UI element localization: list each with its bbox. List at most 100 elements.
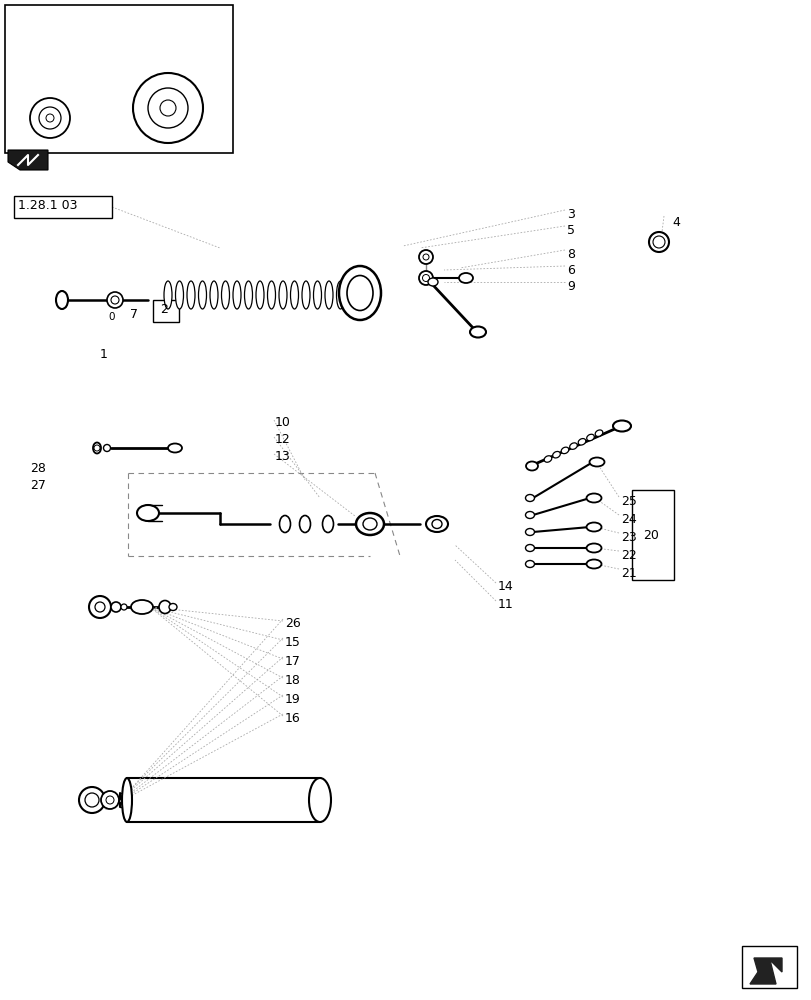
Ellipse shape xyxy=(426,516,448,532)
Text: 15: 15 xyxy=(285,636,301,649)
Circle shape xyxy=(101,791,119,809)
Ellipse shape xyxy=(56,291,68,309)
Circle shape xyxy=(30,98,70,138)
Circle shape xyxy=(422,274,429,282)
Text: 9: 9 xyxy=(566,280,574,293)
Ellipse shape xyxy=(279,516,290,532)
Ellipse shape xyxy=(168,444,182,452)
Text: 24: 24 xyxy=(620,513,636,526)
Ellipse shape xyxy=(431,520,441,528)
Ellipse shape xyxy=(363,518,376,530)
Ellipse shape xyxy=(586,544,601,552)
Bar xyxy=(741,946,796,988)
Text: 1.28.1 03: 1.28.1 03 xyxy=(18,199,77,212)
Circle shape xyxy=(85,793,99,807)
Circle shape xyxy=(648,232,668,252)
Ellipse shape xyxy=(525,512,534,518)
Text: 23: 23 xyxy=(620,531,636,544)
Ellipse shape xyxy=(244,281,252,309)
Ellipse shape xyxy=(187,281,195,309)
Bar xyxy=(152,300,178,322)
Ellipse shape xyxy=(137,505,159,521)
Ellipse shape xyxy=(164,281,172,309)
Circle shape xyxy=(418,250,432,264)
Text: 11: 11 xyxy=(497,598,513,611)
Text: 12: 12 xyxy=(275,433,290,446)
Ellipse shape xyxy=(526,462,538,471)
Ellipse shape xyxy=(427,278,437,286)
Ellipse shape xyxy=(175,281,183,309)
Ellipse shape xyxy=(586,560,601,568)
Ellipse shape xyxy=(267,281,275,309)
Text: 13: 13 xyxy=(275,450,290,463)
Text: 19: 19 xyxy=(285,693,300,706)
Circle shape xyxy=(107,292,122,308)
Ellipse shape xyxy=(302,281,310,309)
Ellipse shape xyxy=(577,439,585,445)
Ellipse shape xyxy=(612,420,630,432)
Text: 7: 7 xyxy=(130,308,138,321)
Text: 26: 26 xyxy=(285,617,300,630)
Circle shape xyxy=(103,444,110,452)
Polygon shape xyxy=(8,150,48,170)
Ellipse shape xyxy=(221,281,230,309)
Ellipse shape xyxy=(586,434,594,441)
Ellipse shape xyxy=(122,778,132,822)
Ellipse shape xyxy=(169,603,177,610)
Ellipse shape xyxy=(346,275,372,310)
Circle shape xyxy=(94,445,100,451)
Ellipse shape xyxy=(131,600,152,614)
Ellipse shape xyxy=(560,447,568,454)
Text: 27: 27 xyxy=(30,479,45,492)
Ellipse shape xyxy=(470,326,486,338)
Text: 17: 17 xyxy=(285,655,301,668)
Ellipse shape xyxy=(299,516,310,532)
Text: 0: 0 xyxy=(109,312,115,322)
Ellipse shape xyxy=(336,281,344,309)
Ellipse shape xyxy=(255,281,264,309)
Text: 1: 1 xyxy=(100,348,108,361)
Circle shape xyxy=(111,602,121,612)
Text: 4: 4 xyxy=(672,216,679,229)
Text: 21: 21 xyxy=(620,567,636,580)
Ellipse shape xyxy=(290,281,298,309)
Ellipse shape xyxy=(309,778,331,822)
Circle shape xyxy=(46,114,54,122)
Ellipse shape xyxy=(355,513,384,535)
Circle shape xyxy=(95,602,105,612)
Ellipse shape xyxy=(210,281,217,309)
Ellipse shape xyxy=(233,281,241,309)
Circle shape xyxy=(652,236,664,248)
Ellipse shape xyxy=(279,281,286,309)
Bar xyxy=(5,5,233,153)
Ellipse shape xyxy=(525,560,534,568)
Circle shape xyxy=(148,88,188,128)
Ellipse shape xyxy=(313,281,321,309)
Bar xyxy=(631,490,673,580)
Ellipse shape xyxy=(525,494,534,502)
Text: 16: 16 xyxy=(285,712,300,725)
Circle shape xyxy=(418,271,432,285)
Ellipse shape xyxy=(525,544,534,552)
Text: 20: 20 xyxy=(642,529,658,542)
Text: 28: 28 xyxy=(30,462,45,475)
Text: 25: 25 xyxy=(620,495,636,508)
Circle shape xyxy=(160,100,176,116)
Ellipse shape xyxy=(569,443,577,449)
Text: 2: 2 xyxy=(160,303,168,316)
Ellipse shape xyxy=(324,281,333,309)
Ellipse shape xyxy=(159,600,171,613)
Circle shape xyxy=(121,604,127,610)
Text: 5: 5 xyxy=(566,224,574,237)
Ellipse shape xyxy=(589,458,603,466)
Polygon shape xyxy=(749,958,781,984)
Ellipse shape xyxy=(198,281,206,309)
Ellipse shape xyxy=(338,266,380,320)
Text: 10: 10 xyxy=(275,416,290,429)
Text: 14: 14 xyxy=(497,580,513,593)
Ellipse shape xyxy=(525,528,534,536)
Ellipse shape xyxy=(322,516,333,532)
Text: 3: 3 xyxy=(566,208,574,221)
Ellipse shape xyxy=(586,522,601,532)
Circle shape xyxy=(111,296,119,304)
